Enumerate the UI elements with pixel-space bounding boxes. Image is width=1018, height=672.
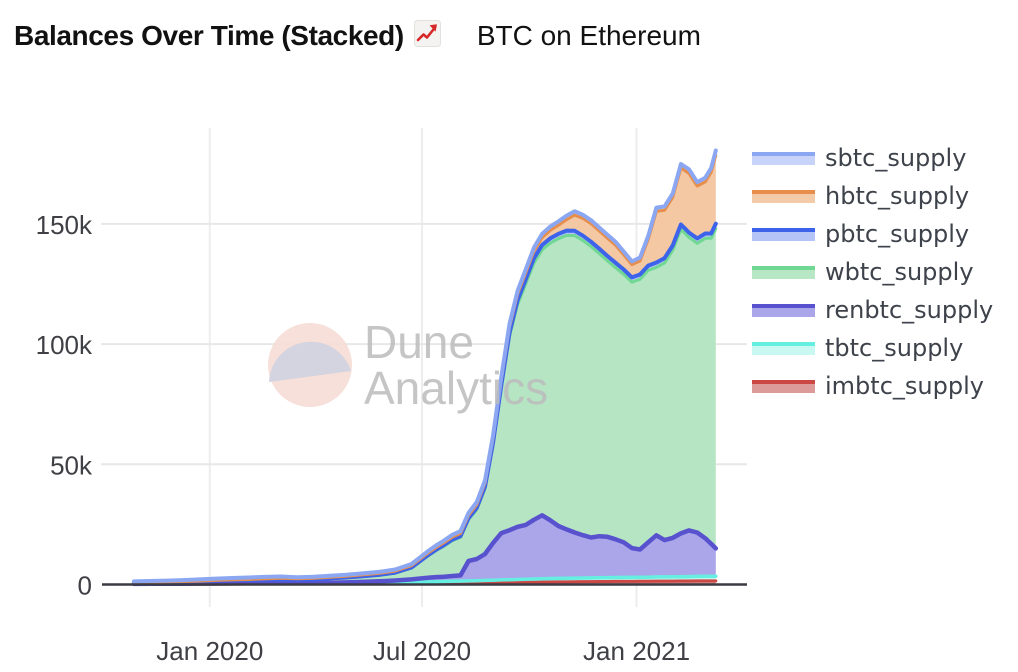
legend-item-wbtc_supply[interactable]: wbtc_supply: [752, 260, 993, 284]
legend-swatch-tbtc_supply: [752, 341, 815, 355]
legend-label-imbtc_supply: imbtc_supply: [825, 372, 984, 400]
watermark-text-line2: Analytics: [364, 362, 548, 414]
chart-legend: sbtc_supply hbtc_supply pbtc_supply wbtc_su…: [752, 146, 993, 412]
legend-swatch-wbtc_supply: [752, 265, 815, 279]
legend-label-sbtc_supply: sbtc_supply: [825, 144, 967, 172]
line-sbtc_supply: [132, 148, 718, 584]
y-axis-label: 50k: [50, 450, 93, 480]
chart-header: Balances Over Time (Stacked) BTC on Ethe…: [14, 20, 701, 52]
x-axis-label: Jan 2021: [583, 636, 690, 666]
watermark-pie-slice: [269, 341, 351, 382]
legend-label-pbtc_supply: pbtc_supply: [825, 220, 970, 248]
watermark-text-line1: Dune: [364, 316, 474, 368]
legend-swatch-renbtc_supply: [752, 303, 815, 317]
legend-label-renbtc_supply: renbtc_supply: [825, 296, 994, 324]
legend-label-hbtc_supply: hbtc_supply: [825, 182, 970, 210]
x-axis-label: Jan 2020: [156, 636, 263, 666]
y-axis-label: 0: [78, 571, 92, 601]
chart-subtitle: BTC on Ethereum: [476, 20, 701, 51]
legend-item-pbtc_supply[interactable]: pbtc_supply: [752, 222, 993, 246]
legend-item-sbtc_supply[interactable]: sbtc_supply: [752, 146, 993, 170]
legend-item-renbtc_supply[interactable]: renbtc_supply: [752, 298, 993, 322]
legend-item-imbtc_supply[interactable]: imbtc_supply: [752, 374, 993, 398]
legend-item-hbtc_supply[interactable]: hbtc_supply: [752, 184, 993, 208]
legend-label-tbtc_supply: tbtc_supply: [825, 334, 964, 362]
legend-swatch-imbtc_supply: [752, 379, 815, 393]
legend-label-wbtc_supply: wbtc_supply: [825, 258, 974, 286]
page-title: Balances Over Time (Stacked): [14, 20, 404, 51]
area-wbtc_supply: [134, 228, 716, 584]
legend-swatch-hbtc_supply: [752, 189, 815, 203]
line-renbtc_supply: [131, 513, 719, 587]
y-axis-label: 150k: [36, 210, 93, 240]
legend-item-tbtc_supply[interactable]: tbtc_supply: [752, 336, 993, 360]
chart-increasing-emoji: [413, 20, 441, 52]
legend-swatch-sbtc_supply: [752, 151, 815, 165]
y-axis-label: 100k: [36, 330, 93, 360]
x-axis-label: Jul 2020: [373, 636, 471, 666]
legend-swatch-pbtc_supply: [752, 227, 815, 241]
